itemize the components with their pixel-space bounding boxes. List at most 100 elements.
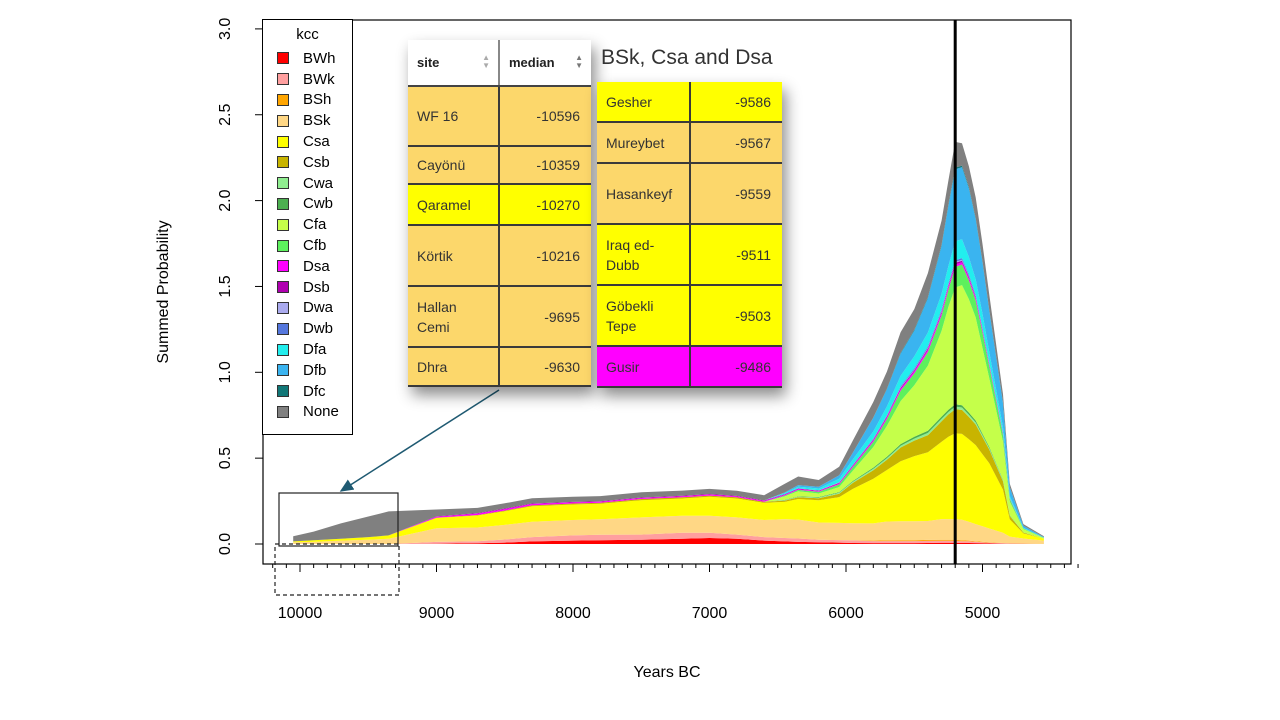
legend-label: Csb: [303, 153, 330, 171]
legend-item-dfc: Dfc: [263, 381, 352, 402]
column-header-median[interactable]: median ▲ ▼: [500, 40, 591, 85]
legend-swatch: [277, 385, 289, 398]
legend-swatch: [277, 93, 289, 106]
y-tick-label: 0.0: [217, 533, 234, 555]
legend-swatch: [277, 301, 289, 314]
legend-item-cfa: Cfa: [263, 214, 352, 235]
site-cell: Gusir: [597, 347, 691, 386]
site-cell: Dhra: [408, 348, 500, 385]
site-cell: Hallan Cemi: [408, 287, 500, 346]
area-bwh: [293, 538, 1044, 544]
legend-item-bsk: BSk: [263, 110, 352, 131]
legend-swatch: [277, 197, 289, 210]
table-row: Iraq ed-Dubb -9511: [597, 225, 782, 286]
sites-table-left: site ▲ ▼ median ▲ ▼ WF 16 -10596 Cayönü -1035…: [408, 40, 591, 387]
legend-label: Dwb: [303, 320, 334, 338]
table-row: Gesher -9586: [597, 82, 782, 123]
x-tick-label: 5000: [965, 605, 1001, 622]
sort-icon[interactable]: ▲ ▼: [482, 53, 490, 70]
zoom-region-dashed-box: [274, 543, 400, 596]
legend-label: None: [303, 403, 339, 421]
legend-swatch: [277, 177, 289, 190]
legend-item-dfa: Dfa: [263, 339, 352, 360]
legend-swatch: [277, 322, 289, 335]
column-header-site-label: site: [417, 55, 440, 70]
legend-item-dfb: Dfb: [263, 360, 352, 381]
table-row: Qaramel -10270: [408, 185, 591, 226]
stacked-areas: [293, 141, 1044, 544]
legend-item-bwk: BWk: [263, 69, 352, 90]
legend-swatch: [277, 156, 289, 169]
legend-label: Cfb: [303, 237, 327, 255]
legend-item-dwb: Dwb: [263, 318, 352, 339]
median-cell: -9586: [735, 93, 771, 110]
median-cell: -9486: [735, 358, 771, 375]
x-tick-label: 7000: [692, 605, 728, 622]
area-csb: [293, 409, 1044, 542]
site-cell: Qaramel: [408, 185, 500, 224]
legend-label: Dfb: [303, 361, 327, 379]
legend-swatch: [277, 281, 289, 294]
y-axis-label: Summed Probability: [155, 220, 172, 363]
overlay-title: BSk, Csa and Dsa: [601, 46, 773, 69]
x-tick-label: 6000: [828, 605, 864, 622]
site-cell: Göbekli Tepe: [597, 286, 691, 345]
legend-swatch: [277, 52, 289, 65]
legend-items: BWh BWk BSh BSk Csa Csb Cwa Cwb Cfa Cfb Dsa Dsb Dwa D…: [263, 48, 352, 422]
y-tick-label: 1.5: [217, 275, 234, 297]
x-axis-label: Years BC: [634, 664, 701, 681]
median-cell: -9695: [544, 308, 580, 325]
legend-swatch: [277, 114, 289, 127]
site-cell: Gesher: [597, 82, 691, 121]
sites-table-right: Gesher -9586 Mureybet -9567 Hasankeyf -9559 Ir…: [597, 82, 782, 388]
legend-swatch: [277, 218, 289, 231]
table-row: Körtik -10216: [408, 226, 591, 287]
legend-swatch: [277, 405, 289, 418]
legend-item-cwb: Cwb: [263, 194, 352, 215]
y-tick-label: 1.0: [217, 361, 234, 383]
median-cell: -10359: [536, 157, 580, 173]
legend-label: Dfa: [303, 341, 327, 359]
area-bwk: [293, 532, 1044, 544]
area-none: [293, 141, 1044, 542]
legend-title: kcc: [296, 26, 319, 43]
site-cell: Iraq ed-Dubb: [597, 225, 691, 284]
area-dfa: [293, 239, 1044, 542]
x-axis: 10000 9000 8000 7000 6000 5000: [272, 563, 1079, 622]
legend-item-csa: Csa: [263, 131, 352, 152]
sort-ascending-icon[interactable]: ▲ ▼: [575, 53, 583, 70]
area-cfa: [293, 285, 1044, 542]
table-row: Hasankeyf -9559: [597, 164, 782, 225]
legend-item-cfb: Cfb: [263, 235, 352, 256]
column-header-site[interactable]: site ▲ ▼: [408, 40, 500, 85]
legend-item-csb: Csb: [263, 152, 352, 173]
area-bsk: [293, 515, 1044, 544]
zoom-region-box: [278, 492, 399, 547]
table-header: site ▲ ▼ median ▲ ▼: [408, 40, 591, 87]
table-row: Dhra -9630: [408, 348, 591, 387]
legend-item-bwh: BWh: [263, 48, 352, 69]
y-tick-label: 2.0: [217, 189, 234, 211]
legend-item-dsb: Dsb: [263, 277, 352, 298]
median-cell: -10216: [536, 247, 580, 264]
median-cell: -9559: [735, 185, 771, 202]
site-cell: WF 16: [408, 87, 500, 145]
legend: kcc BWh BWk BSh BSk Csa Csb Cwa Cwb Cfa Cfb Dsa Dsb…: [262, 19, 353, 435]
legend-item-bsh: BSh: [263, 90, 352, 111]
x-tick-label: 8000: [555, 605, 591, 622]
site-cell: Körtik: [408, 226, 500, 285]
legend-swatch: [277, 364, 289, 377]
table-body: Gesher -9586 Mureybet -9567 Hasankeyf -9559 Ir…: [597, 82, 782, 388]
median-cell: -9630: [544, 358, 580, 375]
legend-label: BWh: [303, 49, 336, 67]
legend-label: BWk: [303, 70, 335, 88]
legend-label: BSk: [303, 112, 331, 130]
legend-swatch: [277, 239, 289, 252]
legend-label: Cwa: [303, 174, 334, 192]
legend-swatch: [277, 135, 289, 148]
median-cell: -10270: [536, 196, 580, 213]
area-cfb: [293, 264, 1044, 542]
table-row: Mureybet -9567: [597, 123, 782, 164]
y-axis: 0.0 0.5 1.0 1.5 2.0 2.5 3.0: [217, 18, 263, 555]
table-row: Gusir -9486: [597, 347, 782, 388]
